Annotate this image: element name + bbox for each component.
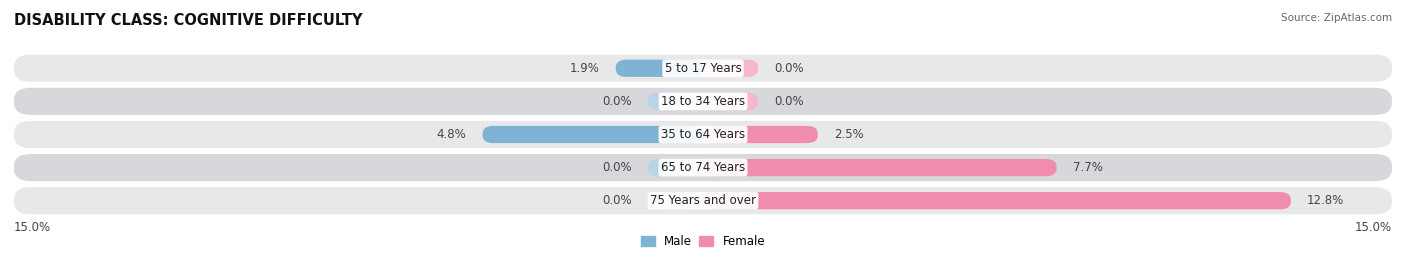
FancyBboxPatch shape [703,159,1057,176]
Text: 0.0%: 0.0% [775,62,804,75]
FancyBboxPatch shape [14,154,1392,181]
Text: 1.9%: 1.9% [569,62,599,75]
Text: 0.0%: 0.0% [602,194,631,207]
FancyBboxPatch shape [14,88,1392,115]
FancyBboxPatch shape [648,93,703,110]
FancyBboxPatch shape [703,192,1291,209]
Text: 65 to 74 Years: 65 to 74 Years [661,161,745,174]
Text: 15.0%: 15.0% [14,221,51,234]
FancyBboxPatch shape [616,60,703,77]
Text: 75 Years and over: 75 Years and over [650,194,756,207]
FancyBboxPatch shape [648,159,703,176]
Text: 18 to 34 Years: 18 to 34 Years [661,95,745,108]
Text: 5 to 17 Years: 5 to 17 Years [665,62,741,75]
FancyBboxPatch shape [482,126,703,143]
Text: 7.7%: 7.7% [1073,161,1102,174]
FancyBboxPatch shape [648,192,703,209]
FancyBboxPatch shape [14,55,1392,82]
Text: 12.8%: 12.8% [1308,194,1344,207]
FancyBboxPatch shape [703,93,758,110]
Text: 0.0%: 0.0% [602,161,631,174]
Text: 0.0%: 0.0% [602,95,631,108]
FancyBboxPatch shape [703,126,818,143]
Text: Source: ZipAtlas.com: Source: ZipAtlas.com [1281,13,1392,23]
Text: 15.0%: 15.0% [1355,221,1392,234]
Text: 0.0%: 0.0% [775,95,804,108]
Text: 35 to 64 Years: 35 to 64 Years [661,128,745,141]
FancyBboxPatch shape [14,187,1392,214]
Text: 2.5%: 2.5% [834,128,863,141]
Text: DISABILITY CLASS: COGNITIVE DIFFICULTY: DISABILITY CLASS: COGNITIVE DIFFICULTY [14,13,363,29]
Legend: Male, Female: Male, Female [636,230,770,253]
FancyBboxPatch shape [14,121,1392,148]
FancyBboxPatch shape [703,60,758,77]
Text: 4.8%: 4.8% [437,128,467,141]
